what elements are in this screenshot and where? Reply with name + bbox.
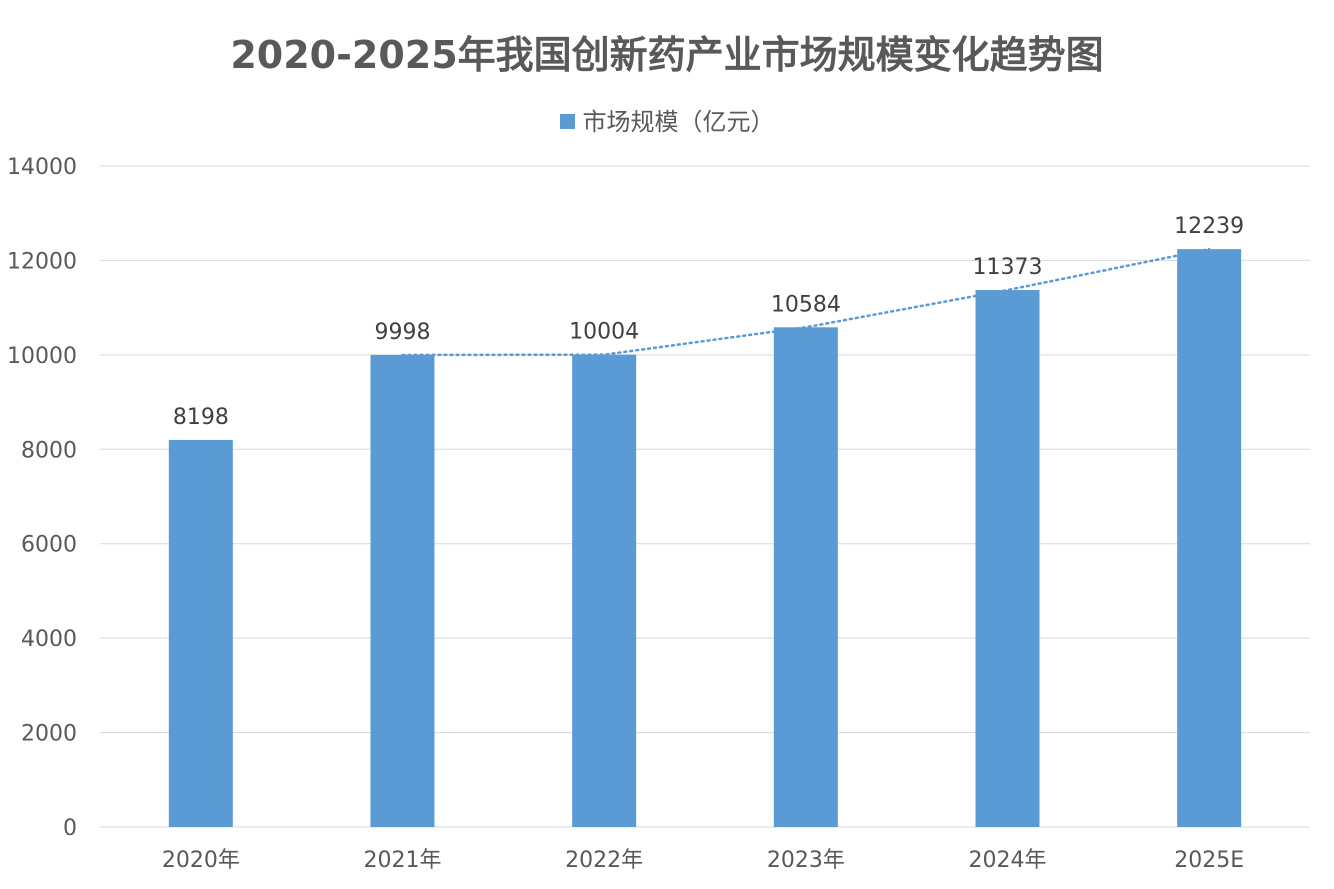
x-axis: 2020年 2021年 2022年 2023年 2024年 2025E <box>162 848 1244 873</box>
data-label: 9998 <box>375 320 431 345</box>
data-label: 11373 <box>973 255 1043 280</box>
data-label: 12239 <box>1174 214 1244 239</box>
y-tick-label: 4000 <box>21 627 77 652</box>
data-label: 10584 <box>771 292 841 317</box>
bars <box>168 249 1242 828</box>
x-tick-label: 2024年 <box>969 848 1047 873</box>
y-tick-label: 8000 <box>21 438 77 463</box>
gridlines <box>100 165 1310 828</box>
legend-label: 市场规模（亿元） <box>582 108 775 136</box>
y-axis: 0 2000 4000 6000 8000 10000 12000 14000 <box>7 155 77 841</box>
x-tick-label: 2023年 <box>767 848 845 873</box>
y-tick-label: 12000 <box>7 249 77 274</box>
bar <box>572 354 637 827</box>
bar <box>1177 249 1242 828</box>
legend: 市场规模（亿元） <box>0 102 1334 137</box>
bar <box>773 327 838 827</box>
x-tick-label: 2025E <box>1174 848 1244 873</box>
chart-title: 2020-2025年我国创新药产业市场规模变化趋势图 <box>230 33 1104 77</box>
y-tick-label: 6000 <box>21 533 77 558</box>
data-label: 10004 <box>569 320 639 345</box>
y-tick-label: 0 <box>63 816 77 841</box>
bar <box>370 354 435 827</box>
data-labels: 8198 9998 10004 10584 11373 12239 <box>173 214 1244 430</box>
data-label: 8198 <box>173 405 229 430</box>
y-tick-label: 10000 <box>7 344 77 369</box>
bar <box>975 290 1040 827</box>
x-tick-label: 2022年 <box>565 848 643 873</box>
bar <box>168 439 233 827</box>
x-tick-label: 2021年 <box>364 848 442 873</box>
y-tick-label: 14000 <box>7 155 77 180</box>
legend-swatch <box>559 113 575 129</box>
y-tick-label: 2000 <box>21 722 77 747</box>
x-tick-label: 2020年 <box>162 848 240 873</box>
